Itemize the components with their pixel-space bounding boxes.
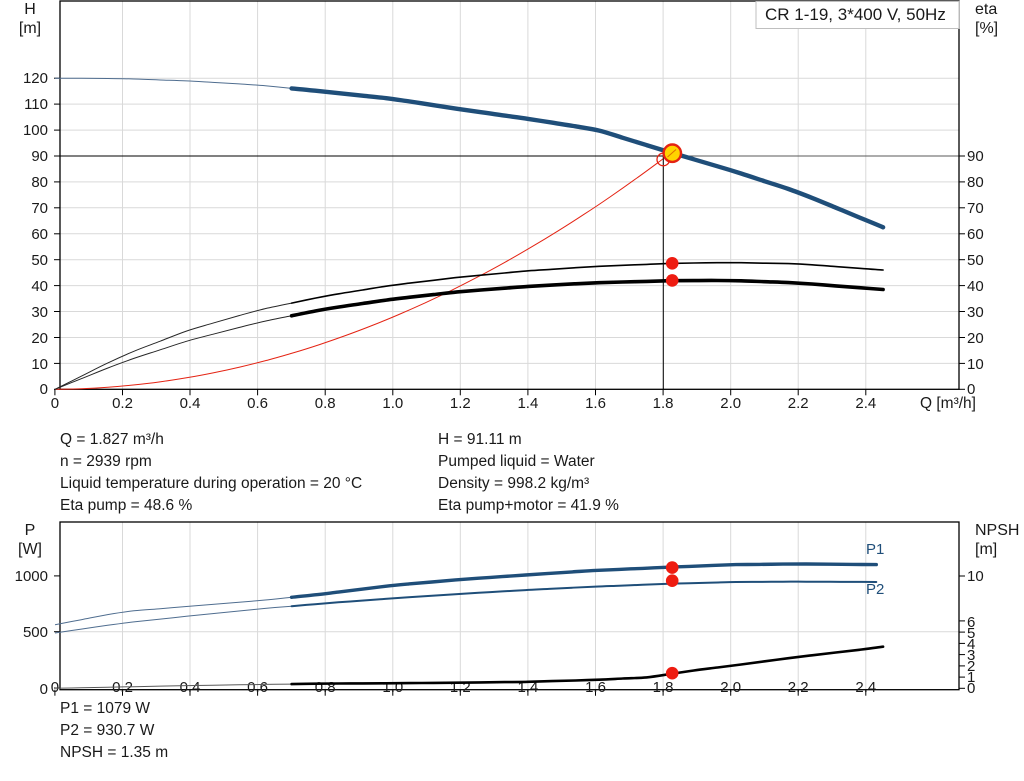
svg-text:2.4: 2.4 bbox=[855, 395, 876, 412]
svg-text:1.2: 1.2 bbox=[450, 395, 471, 412]
svg-text:1.8: 1.8 bbox=[653, 679, 674, 696]
svg-text:H = 91.11 m: H = 91.11 m bbox=[438, 431, 522, 448]
svg-text:P1 = 1079 W: P1 = 1079 W bbox=[60, 700, 150, 717]
svg-text:30: 30 bbox=[967, 304, 984, 321]
svg-text:0: 0 bbox=[40, 381, 48, 398]
svg-text:0: 0 bbox=[40, 681, 48, 698]
svg-text:[m]: [m] bbox=[975, 541, 997, 558]
svg-text:1.6: 1.6 bbox=[585, 679, 606, 696]
svg-text:1.4: 1.4 bbox=[517, 395, 538, 412]
svg-text:60: 60 bbox=[31, 226, 48, 243]
svg-text:Liquid temperature during oper: Liquid temperature during operation = 20… bbox=[60, 475, 362, 492]
svg-text:1000: 1000 bbox=[15, 568, 48, 585]
svg-text:2.2: 2.2 bbox=[788, 395, 809, 412]
svg-text:NPSH = 1.35 m: NPSH = 1.35 m bbox=[60, 744, 168, 761]
svg-text:1.0: 1.0 bbox=[382, 679, 403, 696]
svg-text:1.0: 1.0 bbox=[382, 395, 403, 412]
svg-text:60: 60 bbox=[967, 226, 984, 243]
svg-text:Eta pump = 48.6 %: Eta pump = 48.6 % bbox=[60, 497, 192, 514]
svg-text:500: 500 bbox=[23, 624, 48, 641]
svg-text:2.2: 2.2 bbox=[788, 679, 809, 696]
svg-text:P: P bbox=[25, 522, 36, 539]
svg-text:[m]: [m] bbox=[19, 20, 41, 37]
svg-text:CR 1-19, 3*400 V, 50Hz: CR 1-19, 3*400 V, 50Hz bbox=[765, 5, 946, 24]
svg-text:70: 70 bbox=[31, 200, 48, 217]
svg-text:eta: eta bbox=[975, 1, 997, 18]
svg-text:0.8: 0.8 bbox=[315, 679, 336, 696]
svg-text:0: 0 bbox=[967, 680, 975, 697]
svg-text:0.8: 0.8 bbox=[315, 395, 336, 412]
svg-text:40: 40 bbox=[31, 278, 48, 295]
svg-text:80: 80 bbox=[31, 174, 48, 191]
svg-text:n = 2939 rpm: n = 2939 rpm bbox=[60, 453, 152, 470]
svg-text:[%]: [%] bbox=[975, 20, 998, 37]
svg-text:Q = 1.827 m³/h: Q = 1.827 m³/h bbox=[60, 431, 164, 448]
svg-text:Density = 998.2 kg/m³: Density = 998.2 kg/m³ bbox=[438, 475, 589, 492]
svg-text:0.2: 0.2 bbox=[112, 395, 133, 412]
svg-text:NPSH: NPSH bbox=[975, 522, 1019, 539]
svg-text:2.0: 2.0 bbox=[720, 395, 741, 412]
svg-text:50: 50 bbox=[31, 252, 48, 269]
svg-text:20: 20 bbox=[967, 330, 984, 347]
svg-text:H: H bbox=[24, 1, 36, 18]
svg-text:0.6: 0.6 bbox=[247, 395, 268, 412]
svg-text:P2 = 930.7 W: P2 = 930.7 W bbox=[60, 722, 155, 739]
svg-text:90: 90 bbox=[967, 148, 984, 165]
svg-text:120: 120 bbox=[23, 70, 48, 87]
svg-text:110: 110 bbox=[24, 96, 48, 113]
svg-text:Eta pump+motor = 41.9 %: Eta pump+motor = 41.9 % bbox=[438, 497, 619, 514]
svg-text:0.6: 0.6 bbox=[247, 679, 268, 696]
svg-text:P1: P1 bbox=[866, 541, 884, 558]
svg-text:Q [m³/h]: Q [m³/h] bbox=[920, 395, 976, 412]
svg-text:Pumped liquid = Water: Pumped liquid = Water bbox=[438, 453, 595, 470]
svg-text:0.4: 0.4 bbox=[180, 679, 201, 696]
svg-text:1.6: 1.6 bbox=[585, 395, 606, 412]
svg-text:1.8: 1.8 bbox=[653, 395, 674, 412]
svg-text:10: 10 bbox=[967, 356, 984, 373]
svg-text:30: 30 bbox=[31, 304, 48, 321]
svg-text:0: 0 bbox=[51, 679, 59, 696]
svg-text:50: 50 bbox=[967, 252, 984, 269]
svg-text:10: 10 bbox=[31, 356, 48, 373]
svg-text:70: 70 bbox=[967, 200, 984, 217]
svg-text:40: 40 bbox=[967, 278, 984, 295]
svg-text:0: 0 bbox=[51, 395, 59, 412]
svg-text:80: 80 bbox=[967, 174, 984, 191]
svg-text:100: 100 bbox=[23, 122, 48, 139]
svg-text:10: 10 bbox=[967, 568, 984, 585]
svg-text:2.4: 2.4 bbox=[855, 679, 876, 696]
svg-text:P2: P2 bbox=[866, 581, 884, 598]
svg-text:20: 20 bbox=[31, 330, 48, 347]
svg-text:0.4: 0.4 bbox=[180, 395, 201, 412]
svg-text:[W]: [W] bbox=[18, 541, 42, 558]
svg-text:90: 90 bbox=[31, 148, 48, 165]
svg-text:2.0: 2.0 bbox=[720, 679, 741, 696]
